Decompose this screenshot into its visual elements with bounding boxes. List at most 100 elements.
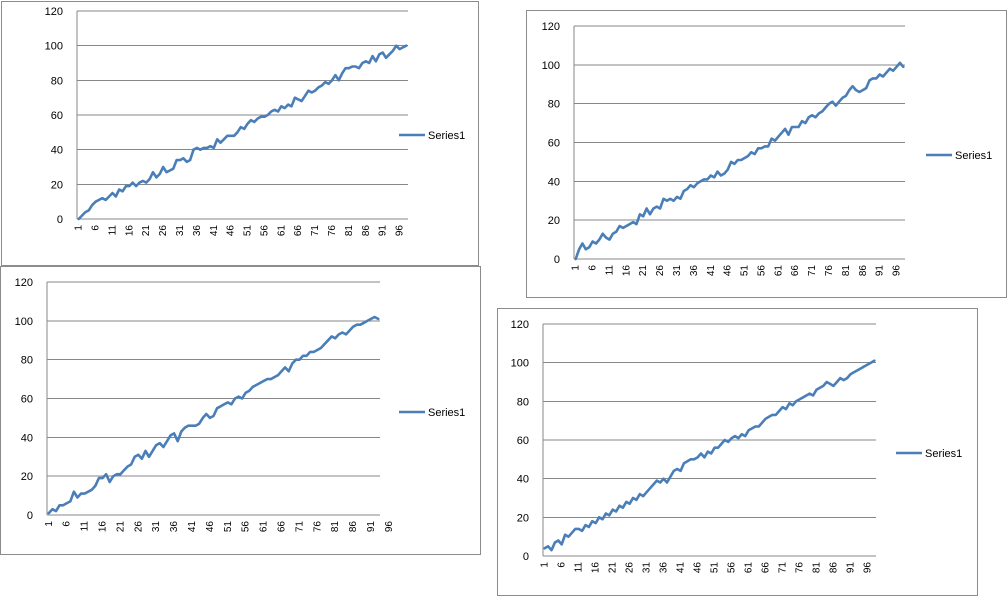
x-tick-label: 26 — [625, 562, 636, 574]
x-tick-label: 71 — [778, 562, 789, 574]
y-tick-label: 80 — [548, 99, 560, 111]
y-tick-label: 0 — [27, 510, 33, 522]
y-tick-label: 60 — [21, 394, 33, 406]
x-tick-label: 31 — [175, 225, 186, 237]
x-tick-label: 46 — [723, 265, 734, 277]
chart-panel-bottom-right: 0 20 40 60 80 100 120 1 6 11 16 21 26 31 36 41 46 51 56 61 6… — [497, 308, 978, 596]
y-tick-label: 100 — [45, 41, 63, 53]
y-tick-label: 80 — [51, 75, 63, 87]
x-tick-label: 76 — [824, 265, 835, 277]
x-tick-label: 96 — [395, 225, 406, 237]
legend-label: Series1 — [428, 130, 465, 142]
x-tick-label: 36 — [659, 562, 670, 574]
x-tick-label: 61 — [259, 521, 270, 533]
x-tick-label: 51 — [223, 521, 234, 533]
x-tick-label: 6 — [62, 521, 73, 527]
x-tick-label: 21 — [638, 265, 649, 277]
x-tick-label: 56 — [756, 265, 767, 277]
y-tick-label: 20 — [548, 215, 560, 227]
y-tick-label: 120 — [45, 6, 63, 18]
x-tick-label: 91 — [846, 562, 857, 574]
x-tick-label: 81 — [330, 521, 341, 533]
x-tick-label: 56 — [727, 562, 738, 574]
chart-panel-top-left: 0 20 40 60 80 100 120 1 6 11 16 21 26 31 36 41 46 51 56 61 6… — [1, 1, 479, 266]
series-line — [47, 315, 380, 515]
x-tick-label: 71 — [294, 521, 305, 533]
x-tick-label: 86 — [361, 225, 372, 237]
x-tick-label: 51 — [710, 562, 721, 574]
x-tick-label: 41 — [676, 562, 687, 574]
y-tick-label: 60 — [548, 138, 560, 150]
x-tick-label: 86 — [348, 521, 359, 533]
x-tick-label: 91 — [378, 225, 389, 237]
x-tick-label: 36 — [169, 521, 180, 533]
x-tick-label: 86 — [829, 562, 840, 574]
y-tick-label: 100 — [15, 316, 33, 328]
x-tick-label: 36 — [192, 225, 203, 237]
y-tick-label: 80 — [21, 355, 33, 367]
x-tick-label: 1 — [74, 225, 85, 231]
x-tick-label: 16 — [621, 265, 632, 277]
x-tick-label: 16 — [98, 521, 109, 533]
x-tick-label: 46 — [226, 225, 237, 237]
x-tick-label: 51 — [740, 265, 751, 277]
y-tick-label: 100 — [511, 358, 529, 370]
x-tick-label: 16 — [124, 225, 135, 237]
x-tick-label: 6 — [91, 225, 102, 231]
series-line — [543, 359, 876, 552]
series-line — [77, 44, 408, 221]
x-tick-label: 6 — [588, 265, 599, 271]
x-tick-label: 41 — [187, 521, 198, 533]
y-tick-label: 60 — [517, 435, 529, 447]
y-tick-label: 100 — [542, 60, 560, 72]
x-tick-label: 26 — [655, 265, 666, 277]
x-tick-label: 96 — [892, 265, 903, 277]
y-tick-label: 20 — [517, 512, 529, 524]
x-tick-label: 26 — [158, 225, 169, 237]
y-tick-label: 0 — [523, 551, 529, 563]
y-tick-label: 0 — [57, 214, 63, 226]
x-tick-label: 31 — [151, 521, 162, 533]
x-tick-label: 1 — [44, 521, 55, 527]
x-tick-label: 31 — [672, 265, 683, 277]
x-tick-label: 61 — [276, 225, 287, 237]
x-tick-label: 91 — [366, 521, 377, 533]
x-tick-label: 96 — [384, 521, 395, 533]
y-tick-label: 60 — [51, 110, 63, 122]
series-line — [574, 61, 905, 261]
x-tick-label: 51 — [243, 225, 254, 237]
y-tick-label: 120 — [511, 319, 529, 331]
x-tick-label: 36 — [689, 265, 700, 277]
x-tick-label: 71 — [807, 265, 818, 277]
x-tick-label: 96 — [863, 562, 874, 574]
x-tick-label: 61 — [744, 562, 755, 574]
legend-label: Series1 — [925, 448, 962, 460]
legend-label: Series1 — [955, 150, 992, 162]
y-tick-label: 40 — [51, 145, 63, 157]
y-tick-label: 20 — [21, 471, 33, 483]
x-tick-label: 11 — [574, 562, 585, 573]
x-tick-label: 61 — [773, 265, 784, 277]
x-tick-label: 66 — [790, 265, 801, 277]
y-tick-label: 120 — [542, 21, 560, 33]
x-tick-label: 31 — [642, 562, 653, 574]
x-tick-label: 46 — [205, 521, 216, 533]
x-tick-label: 41 — [706, 265, 717, 277]
x-tick-label: 91 — [875, 265, 886, 277]
x-tick-label: 71 — [310, 225, 321, 237]
x-tick-label: 11 — [604, 265, 615, 276]
x-tick-label: 16 — [591, 562, 602, 574]
x-tick-label: 76 — [327, 225, 338, 237]
y-tick-label: 0 — [554, 254, 560, 266]
y-tick-label: 40 — [548, 176, 560, 188]
x-tick-label: 56 — [259, 225, 270, 237]
x-tick-label: 6 — [557, 562, 568, 568]
x-tick-label: 86 — [858, 265, 869, 277]
x-tick-label: 81 — [841, 265, 852, 277]
x-tick-label: 21 — [141, 225, 152, 237]
x-tick-label: 56 — [241, 521, 252, 533]
x-tick-label: 66 — [761, 562, 772, 574]
x-tick-label: 26 — [133, 521, 144, 533]
